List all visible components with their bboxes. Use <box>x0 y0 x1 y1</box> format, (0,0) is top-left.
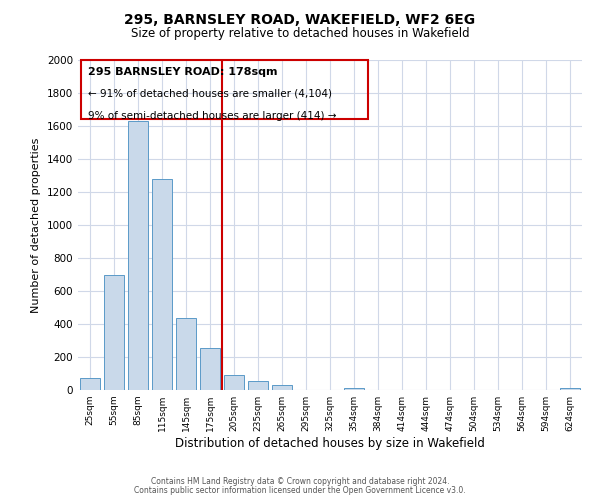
Text: ← 91% of detached houses are smaller (4,104): ← 91% of detached houses are smaller (4,… <box>88 88 332 98</box>
Bar <box>224 375 244 390</box>
Text: 295, BARNSLEY ROAD, WAKEFIELD, WF2 6EG: 295, BARNSLEY ROAD, WAKEFIELD, WF2 6EG <box>124 12 476 26</box>
Text: Contains HM Land Registry data © Crown copyright and database right 2024.: Contains HM Land Registry data © Crown c… <box>151 477 449 486</box>
X-axis label: Distribution of detached houses by size in Wakefield: Distribution of detached houses by size … <box>175 437 485 450</box>
Text: Size of property relative to detached houses in Wakefield: Size of property relative to detached ho… <box>131 28 469 40</box>
Y-axis label: Number of detached properties: Number of detached properties <box>31 138 41 312</box>
Bar <box>560 388 580 390</box>
Bar <box>200 348 220 390</box>
Text: 295 BARNSLEY ROAD: 178sqm: 295 BARNSLEY ROAD: 178sqm <box>88 66 278 76</box>
Bar <box>152 179 172 390</box>
Text: Contains public sector information licensed under the Open Government Licence v3: Contains public sector information licen… <box>134 486 466 495</box>
Bar <box>104 274 124 390</box>
Bar <box>248 381 268 390</box>
Bar <box>176 318 196 390</box>
Bar <box>344 388 364 390</box>
Bar <box>128 121 148 390</box>
Bar <box>80 378 100 390</box>
Bar <box>272 385 292 390</box>
Text: 9% of semi-detached houses are larger (414) →: 9% of semi-detached houses are larger (4… <box>88 111 337 121</box>
